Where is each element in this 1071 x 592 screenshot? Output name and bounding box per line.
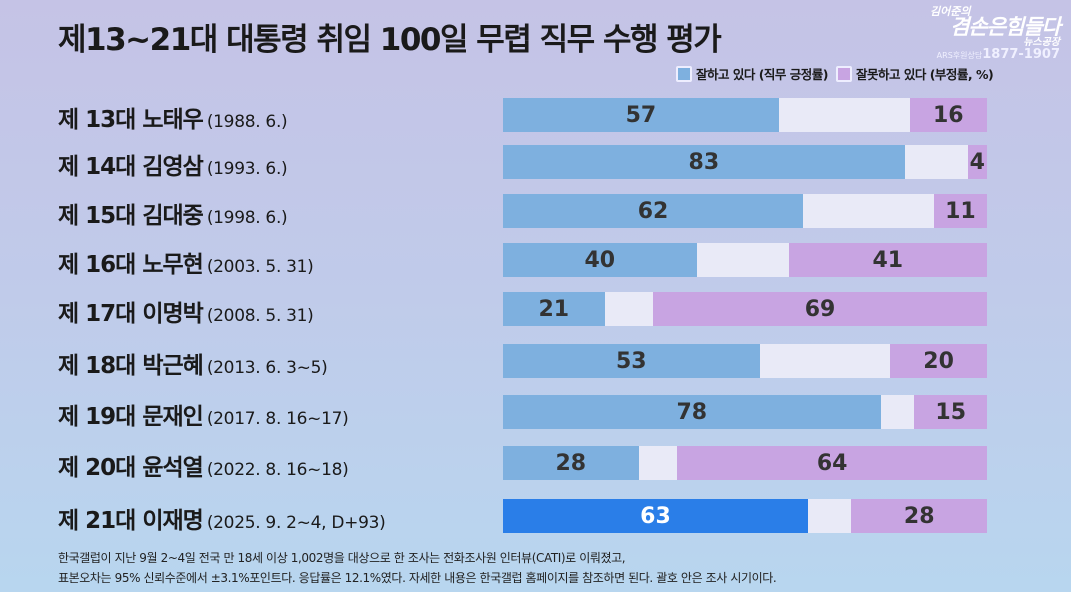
chart-title: 제13~21대 대통령 취임 100일 무렵 직무 수행 평가 (58, 22, 722, 58)
president-name: 제 16대 노무현 (58, 252, 204, 278)
logo-line: 겸손은힘들다 (950, 15, 1061, 39)
bar-positive: 83 (503, 145, 905, 179)
president-name: 제 21대 이재명 (58, 508, 204, 534)
survey-period: (2025. 9. 2~4, D+93) (206, 513, 386, 533)
legend-item-negative: 잘못하고 있다 (부정률, %) (835, 64, 994, 83)
survey-period: (2022. 8. 16~18) (206, 460, 349, 480)
bar-negative: 15 (914, 395, 987, 429)
footnote-line: 한국갤럽이 지난 9월 2~4일 전국 만 18세 이상 1,002명을 대상으… (58, 551, 626, 565)
category-label: 제 19대 문재인 (2017. 8. 16~17) (58, 397, 349, 431)
legend-label: 잘하고 있다 (직무 긍정률) (696, 67, 828, 82)
bar-row: 83 4 (503, 145, 987, 179)
survey-period: (2017. 8. 16~17) (206, 409, 349, 429)
survey-period: (2003. 5. 31) (206, 257, 314, 277)
footnote: 한국갤럽이 지난 9월 2~4일 전국 만 18세 이상 1,002명을 대상으… (58, 548, 777, 588)
legend-swatch (676, 65, 692, 82)
president-name: 제 13대 노태우 (58, 107, 204, 133)
bar-positive: 28 (503, 446, 639, 480)
legend-item-positive: 잘하고 있다 (직무 긍정률) (676, 64, 828, 83)
legend-label: 잘못하고 있다 (부정률, %) (855, 67, 994, 82)
bar-positive: 63 (503, 499, 808, 533)
category-label: 제 17대 이명박 (2008. 5. 31) (58, 294, 314, 328)
category-label: 제 18대 박근혜 (2013. 6. 3~5) (58, 346, 328, 380)
bar-row: 57 16 (503, 98, 987, 132)
bar-negative: 41 (788, 243, 987, 277)
legend-swatch (835, 65, 852, 82)
bar-positive: 40 (503, 243, 697, 277)
bar-row: 21 69 (503, 292, 987, 326)
category-label: 제 15대 김대중 (1998. 6.) (58, 196, 288, 230)
bar-row: 40 41 (503, 243, 987, 277)
category-label: 제 20대 윤석열 (2022. 8. 16~18) (58, 448, 349, 482)
bar-negative: 64 (677, 446, 987, 480)
bar-negative: 69 (653, 292, 987, 326)
category-label: 제 13대 노태우 (1988. 6.) (58, 100, 288, 134)
bar-positive: 62 (503, 194, 804, 228)
president-name: 제 19대 문재인 (58, 404, 204, 430)
survey-period: (1988. 6.) (206, 112, 288, 132)
bar-negative: 16 (909, 98, 987, 132)
bar-row: 63 28 (503, 499, 987, 533)
bar-row: 78 15 (503, 395, 987, 429)
bar-row: 53 20 (503, 344, 987, 378)
survey-period: (2013. 6. 3~5) (206, 358, 328, 378)
survey-period: (1993. 6.) (206, 159, 288, 179)
category-label: 제 21대 이재명 (2025. 9. 2~4, D+93) (58, 501, 386, 535)
footnote-line: 표본오차는 95% 신뢰수준에서 ±3.1%포인트다. 응답률은 12.1%였다… (58, 571, 777, 585)
president-name: 제 15대 김대중 (58, 203, 204, 229)
bar-negative: 28 (851, 499, 987, 533)
legend: 잘하고 있다 (직무 긍정률) 잘못하고 있다 (부정률, %) (676, 64, 994, 83)
bar-positive: 78 (503, 395, 881, 429)
survey-period: (2008. 5. 31) (206, 306, 314, 326)
bar-row: 28 64 (503, 446, 987, 480)
president-name: 제 17대 이명박 (58, 301, 204, 327)
bar-positive: 57 (503, 98, 779, 132)
survey-period: (1998. 6.) (206, 208, 288, 228)
logo-line: 김어준의 (930, 5, 971, 18)
category-label: 제 16대 노무현 (2003. 5. 31) (58, 245, 314, 279)
bar-negative: 4 (967, 145, 987, 179)
bar-negative: 20 (890, 344, 987, 378)
logo-line: 뉴스공장 (1023, 37, 1060, 48)
broadcast-logo: 김어준의 겸손은힘들다 뉴스공장 ARS후원상담1877-1907 (920, 5, 1061, 62)
bar-positive: 53 (503, 344, 760, 378)
logo-phone: ARS후원상담1877-1907 (936, 47, 1060, 62)
president-name: 제 18대 박근혜 (58, 353, 204, 379)
bar-negative: 11 (933, 194, 987, 228)
president-name: 제 14대 김영삼 (58, 154, 204, 180)
bar-row: 62 11 (503, 194, 987, 228)
president-name: 제 20대 윤석열 (58, 455, 204, 481)
category-label: 제 14대 김영삼 (1993. 6.) (58, 147, 288, 181)
bar-positive: 21 (503, 292, 605, 326)
